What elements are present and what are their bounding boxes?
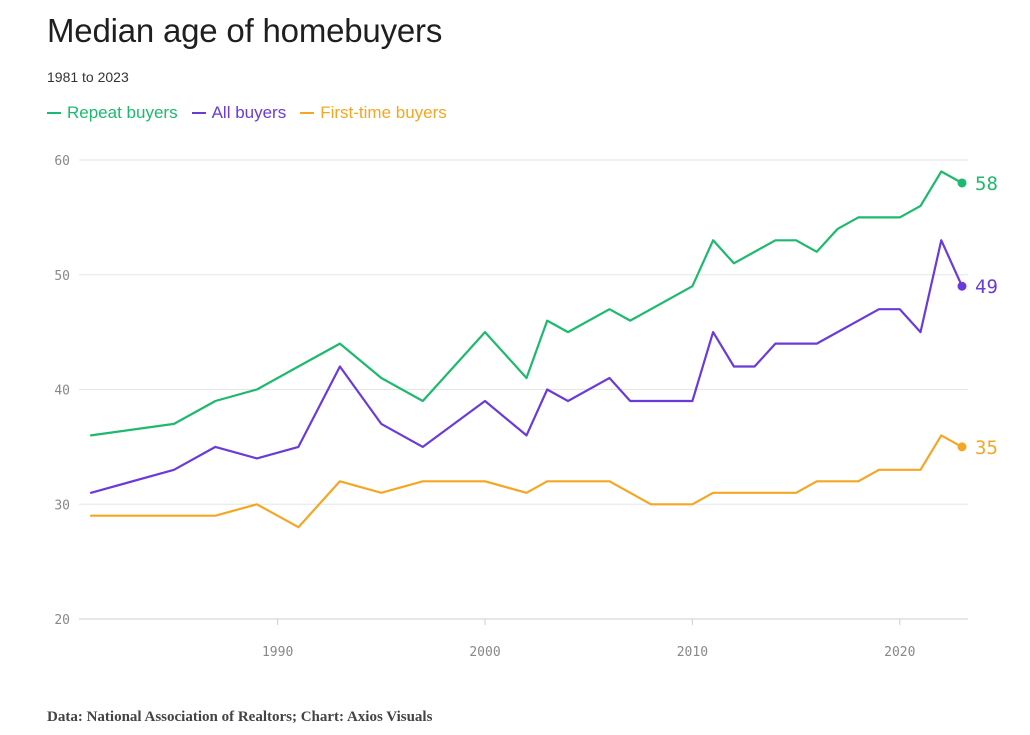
x-tick-label-2020: 2020 (884, 645, 915, 660)
y-axis: 20 30 40 50 60 (54, 154, 70, 628)
legend-label-all-buyers: All buyers (211, 103, 287, 122)
y-tick-label-30: 30 (54, 498, 70, 513)
legend-label-first-time-buyers: First-time buyers (320, 103, 447, 122)
legend-swatch-repeat-buyers (47, 112, 61, 114)
legend: Repeat buyers All buyers First-time buye… (47, 103, 447, 123)
end-marker-repeat-buyers (957, 178, 967, 188)
y-tick-label-40: 40 (54, 384, 70, 399)
end-label-repeat-buyers: 58 (975, 173, 998, 195)
x-tick-label-1990: 1990 (262, 645, 293, 660)
end-label-all-buyers: 49 (975, 276, 998, 298)
end-label-first-time-buyers: 35 (975, 437, 998, 459)
legend-swatch-first-time-buyers (300, 112, 315, 114)
legend-item-first-time-buyers: First-time buyers (300, 103, 447, 123)
series-line-all-buyers (89, 239, 964, 494)
series-line-repeat-buyers (89, 170, 964, 437)
legend-item-repeat-buyers: Repeat buyers (47, 103, 178, 123)
source-note: Data: National Association of Realtors; … (47, 709, 433, 725)
series-lines (89, 170, 964, 529)
series-end-markers: 58 49 35 (957, 173, 998, 459)
end-marker-all-buyers (957, 281, 967, 291)
x-tick-label-2000: 2000 (469, 645, 500, 660)
series-line-first-time-buyers (89, 434, 964, 529)
x-axis: 1990 2000 2010 2020 (262, 619, 915, 660)
y-tick-label-20: 20 (54, 613, 70, 628)
chart-title: Median age of homebuyers (47, 12, 443, 49)
y-tick-label-50: 50 (54, 269, 70, 284)
legend-item-all-buyers: All buyers (191, 103, 287, 123)
gridlines (79, 159, 968, 620)
x-tick-label-2010: 2010 (677, 645, 708, 660)
chart-subtitle: 1981 to 2023 (47, 69, 129, 85)
legend-label-repeat-buyers: Repeat buyers (67, 103, 178, 122)
y-tick-label-60: 60 (54, 154, 70, 169)
legend-swatch-all-buyers (191, 112, 206, 114)
end-marker-first-time-buyers (957, 442, 967, 452)
